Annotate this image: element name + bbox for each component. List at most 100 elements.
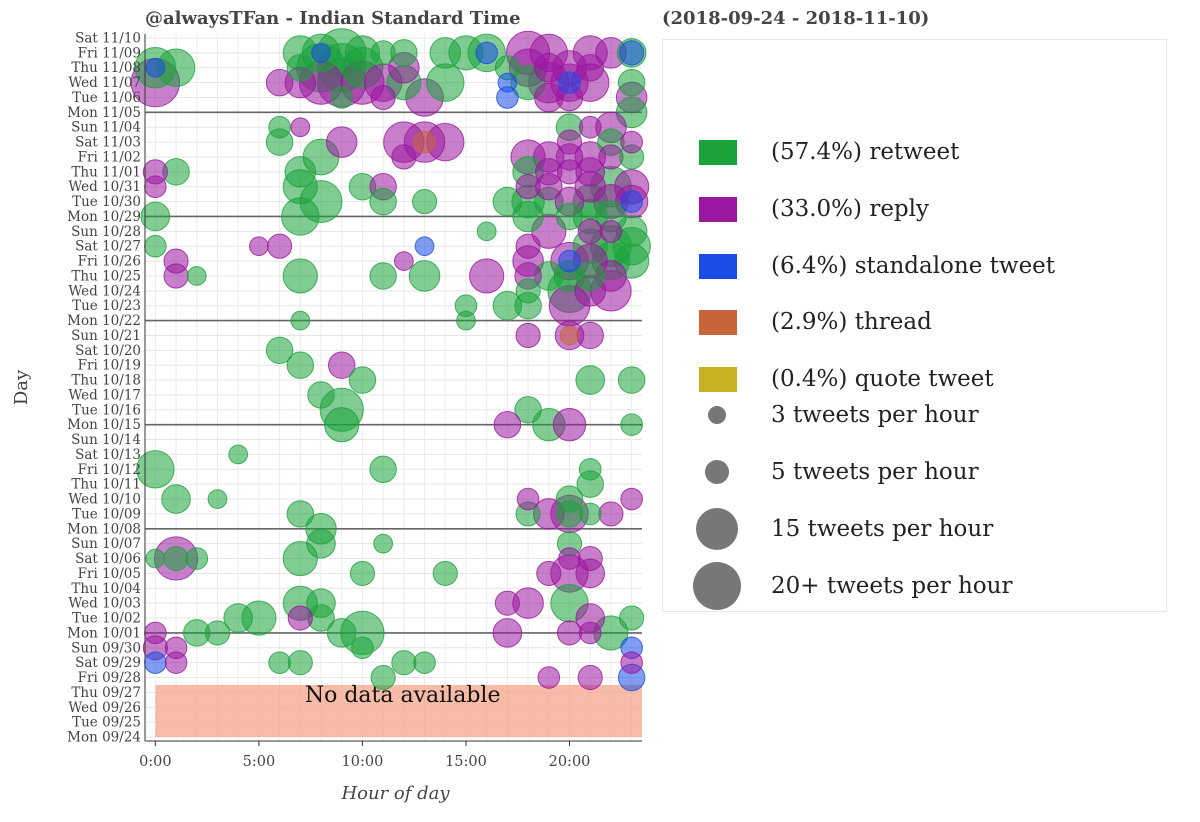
data-point [144, 621, 167, 645]
y-tick-label: Wed 10/31 [68, 179, 141, 195]
y-tick-label: Sat 09/29 [75, 655, 141, 671]
data-point [349, 560, 376, 586]
y-tick-label: Wed 11/07 [68, 75, 141, 91]
y-tick-label: Wed 09/26 [68, 700, 141, 716]
data-point [185, 547, 209, 570]
legend-label-quote-tweet: (0.4%) quote tweet [771, 366, 994, 392]
legend-swatch-retweet [699, 140, 737, 165]
data-point [351, 636, 374, 660]
x-tick-label: 10:00 [342, 754, 384, 770]
legend-label-standalone-tweet: (6.4%) standalone tweet [771, 253, 1056, 279]
data-point [286, 500, 315, 528]
legend-item-standalone-tweet: (6.4%) standalone tweet [663, 246, 1166, 286]
data-point [330, 86, 354, 109]
data-point [369, 187, 397, 216]
data-point [558, 547, 581, 570]
data-point [494, 590, 520, 616]
data-point [429, 37, 462, 69]
y-tick-label: Fri 09/28 [78, 670, 141, 686]
data-point [577, 218, 603, 244]
data-point [492, 186, 523, 217]
data-point [493, 410, 522, 439]
data-point [145, 548, 166, 569]
legend-label-retweet: (57.4%) retweet [771, 139, 960, 165]
y-tick-label: Wed 10/17 [68, 387, 141, 403]
y-tick-label: Thu 10/18 [71, 373, 141, 389]
data-point [559, 325, 580, 346]
legend-size-label-20: 20+ tweets per hour [771, 573, 1013, 599]
data-point [620, 130, 643, 154]
y-tick-label: Wed 10/10 [68, 492, 141, 508]
y-tick-label: Sat 10/20 [75, 343, 141, 359]
data-point [408, 260, 441, 292]
data-point [145, 57, 166, 78]
data-point [204, 620, 231, 646]
data-point [413, 651, 436, 674]
data-point [619, 40, 645, 66]
y-tick-label: Thu 10/04 [71, 581, 141, 597]
y-tick-label: Mon 10/15 [67, 417, 141, 433]
x-tick-label: 0:00 [139, 754, 172, 770]
y-tick-label: Fri 10/12 [78, 462, 141, 478]
y-tick-label: Sat 10/27 [75, 239, 141, 255]
data-point [267, 233, 293, 259]
data-point [476, 221, 497, 242]
legend-label-thread: (2.9%) thread [771, 309, 932, 335]
legend-swatch-standalone-tweet [699, 254, 737, 279]
data-point [456, 310, 476, 331]
data-point [413, 130, 436, 154]
y-tick-label: Fri 10/05 [78, 566, 141, 582]
data-point [394, 251, 414, 271]
legend-size-dot-5 [704, 459, 730, 485]
data-point [578, 457, 602, 481]
y-tick-label: Mon 10/01 [67, 625, 141, 641]
data-point [578, 621, 602, 645]
legend-label-reply: (33.0%) reply [771, 196, 930, 222]
data-point [577, 545, 603, 572]
legend-size-3: 3 tweets per hour [663, 395, 1166, 435]
y-tick-label: Fri 11/09 [78, 45, 141, 61]
data-point [515, 174, 541, 200]
data-point [620, 651, 643, 674]
legend-item-thread: (2.9%) thread [663, 302, 1166, 342]
data-point [558, 71, 581, 94]
data-point [575, 365, 606, 395]
data-point [620, 413, 643, 436]
y-tick-label: Tue 10/23 [72, 298, 141, 314]
y-tick-label: Fri 10/26 [78, 254, 141, 270]
y-tick-label: Thu 09/27 [71, 685, 141, 701]
y-tick-label: Fri 11/02 [78, 149, 141, 165]
legend-size-dot-3 [707, 405, 727, 425]
y-tick-label: Thu 10/25 [71, 268, 141, 284]
y-tick-label: Mon 11/05 [67, 105, 141, 121]
y-tick-label: Mon 09/24 [67, 730, 141, 746]
legend-size-20: 20+ tweets per hour [663, 561, 1166, 611]
data-point [555, 485, 584, 513]
y-tick-label: Tue 10/16 [72, 402, 141, 418]
data-point [307, 381, 335, 409]
data-point [555, 202, 584, 231]
data-point [228, 444, 249, 465]
data-point [492, 618, 523, 648]
data-point [286, 54, 315, 82]
legend-size-dot-15 [696, 508, 738, 550]
x-tick-label: 5:00 [243, 754, 276, 770]
y-tick-label: Tue 10/30 [72, 194, 141, 210]
legend-swatch-quote-tweet [699, 367, 737, 392]
y-tick-label: Mon 10/08 [67, 521, 141, 537]
data-point [324, 407, 360, 443]
legend-item-retweet: (57.4%) retweet [663, 132, 1166, 172]
data-point [223, 603, 253, 633]
y-tick-label: Mon 10/22 [67, 313, 141, 329]
y-tick-label: Sat 11/10 [75, 31, 141, 47]
data-point [286, 351, 315, 379]
y-tick-label: Tue 10/02 [72, 611, 141, 627]
data-point [534, 52, 564, 83]
data-point [186, 266, 207, 286]
data-point [287, 605, 313, 631]
legend: (57.4%) retweet (33.0%) reply (6.4%) sta… [662, 39, 1167, 612]
data-point [265, 336, 294, 365]
data-point [552, 407, 587, 442]
no-data-region [155, 684, 642, 737]
